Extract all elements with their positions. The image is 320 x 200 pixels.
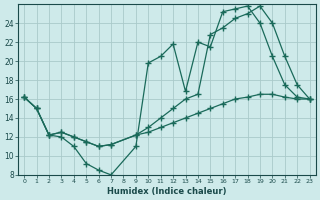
X-axis label: Humidex (Indice chaleur): Humidex (Indice chaleur) [107,187,227,196]
